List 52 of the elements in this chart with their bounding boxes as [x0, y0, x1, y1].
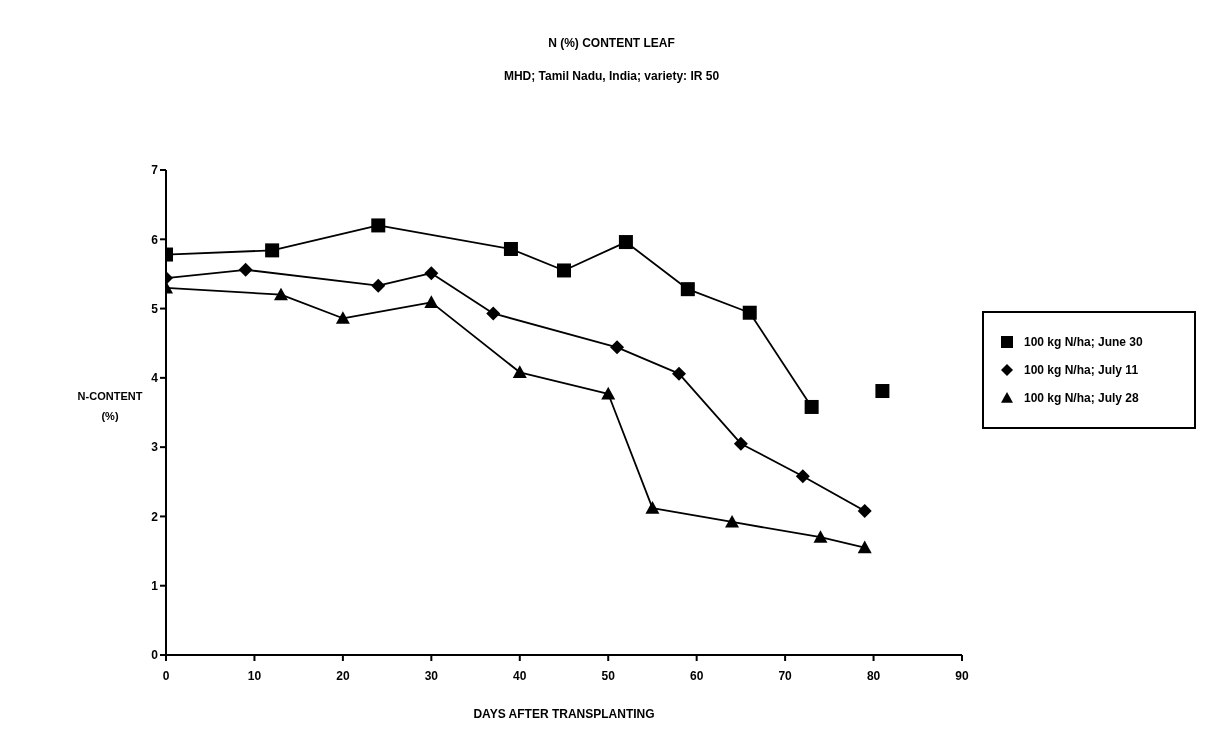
point: [680, 282, 695, 297]
y-tick-label: 2: [151, 509, 159, 524]
point: [645, 501, 660, 514]
x-tick-label: 0: [162, 668, 170, 683]
x-tick-label: 70: [778, 668, 793, 683]
legend-label: 100 kg N/ha; June 30: [1024, 334, 1143, 349]
point: [424, 266, 439, 281]
x-tick-label: 80: [866, 668, 881, 683]
chart-title: N (%) CONTENT LEAF: [547, 36, 676, 50]
point: [875, 384, 890, 399]
x-tick-label: 90: [955, 668, 969, 683]
point: [503, 241, 518, 256]
point: [601, 386, 616, 400]
y-tick-label: 7: [151, 163, 159, 178]
point: [265, 243, 280, 258]
point: [813, 530, 828, 543]
y-tick-label: 6: [151, 232, 159, 247]
y-tick-label: 3: [151, 440, 159, 455]
point: [371, 218, 386, 233]
x-axis-title: DAYS AFTER TRANSPLANTING: [472, 707, 656, 721]
point: [795, 469, 810, 484]
point: [725, 514, 740, 528]
point: [512, 365, 527, 378]
point: [742, 305, 757, 320]
x-tick-label: 60: [689, 668, 704, 683]
y-axis-title: N-CONTENT (%): [76, 389, 144, 424]
point: [733, 436, 748, 451]
x-tick-label: 20: [336, 668, 350, 683]
x-tick-label: 30: [424, 668, 439, 683]
x-tick-label: 10: [247, 668, 262, 683]
point: [610, 340, 625, 355]
y-tick-label: 1: [151, 578, 159, 593]
chart-subtitle: MHD; Tamil Nadu, India; variety: IR 50: [502, 69, 721, 83]
legend-label: 100 kg N/ha; July 28: [1024, 390, 1139, 405]
point: [424, 295, 439, 308]
point: [335, 311, 350, 324]
legend-label: 100 kg N/ha; July 11: [1024, 362, 1139, 377]
x-tick-label: 40: [513, 668, 527, 683]
point: [557, 263, 571, 278]
point: [804, 399, 819, 414]
x-tick-label: 50: [601, 668, 616, 683]
y-tick-label: 5: [151, 301, 159, 316]
point: [486, 306, 501, 321]
point: [238, 262, 253, 277]
y-tick-label: 0: [151, 648, 159, 663]
point: [273, 287, 288, 301]
point: [671, 366, 686, 381]
point: [857, 540, 872, 554]
y-tick-label: 4: [151, 371, 159, 386]
point: [857, 503, 872, 518]
point: [371, 278, 386, 293]
point: [618, 235, 633, 250]
